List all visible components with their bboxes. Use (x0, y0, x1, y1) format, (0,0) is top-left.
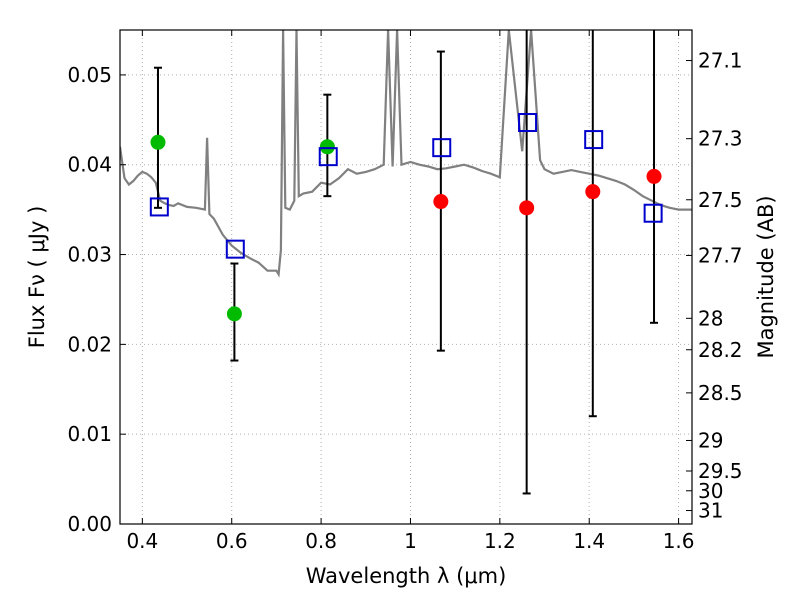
data-point (226, 306, 242, 322)
y-tick-label: 0.01 (67, 422, 112, 446)
x-tick-label: 0.8 (305, 529, 337, 553)
right-tick-label: 29 (698, 428, 723, 452)
y-tick-label: 0.05 (67, 63, 112, 87)
right-tick-label: 28.2 (698, 338, 743, 362)
x-tick-label: 1 (404, 529, 417, 553)
tick-layer: 0.4 0.6 0.8 1 1.2 1.4 1.6 0.00 0.01 0.02 0.03 0.04 0… (67, 30, 743, 553)
y-tick-label: 0.04 (67, 153, 112, 177)
right-tick-label: 27.7 (698, 243, 743, 267)
y-tick-label: 0.03 (67, 243, 112, 267)
x-tick-label: 0.4 (126, 529, 158, 553)
errorbar-layer (153, 30, 659, 495)
model-point (518, 113, 538, 133)
data-point (319, 139, 335, 155)
model-point (149, 197, 169, 217)
right-tick-label: 28 (698, 306, 723, 330)
model-point (432, 138, 452, 158)
model-point (318, 147, 338, 167)
data-point (519, 200, 535, 216)
model-point (643, 203, 663, 223)
data-point (150, 134, 166, 150)
plot-frame (119, 29, 693, 525)
x-tick-label: 1.4 (573, 529, 605, 553)
y-tick-label: 0.00 (67, 512, 112, 536)
x-tick-label: 1.2 (484, 529, 516, 553)
spectrum-line (120, 30, 692, 278)
right-tick-label: 28.5 (698, 381, 743, 405)
data-point (646, 168, 662, 184)
right-tick-label: 29.5 (698, 459, 743, 483)
right-tick-label: 27.3 (698, 127, 743, 151)
x-tick-label: 0.6 (216, 529, 248, 553)
x-axis-label: Wavelength λ (μm) (306, 564, 507, 588)
right-axis-label: Magnitude (AB) (754, 195, 778, 358)
data-point (433, 194, 449, 210)
right-tick-label: 27.1 (698, 49, 743, 73)
right-tick-label: 30 (698, 479, 723, 503)
right-tick-label: 27.5 (698, 188, 743, 212)
data-point (585, 184, 601, 200)
model-point (225, 239, 245, 259)
marker-layer (149, 113, 663, 322)
spectrum-layer (120, 30, 692, 278)
x-tick-label: 1.6 (663, 529, 695, 553)
y-axis-label: Flux Fν ( μJy ) (25, 206, 49, 349)
right-tick-label: 31 (698, 499, 723, 523)
model-point (584, 130, 604, 150)
y-tick-label: 0.02 (67, 332, 112, 356)
grid (120, 30, 692, 525)
